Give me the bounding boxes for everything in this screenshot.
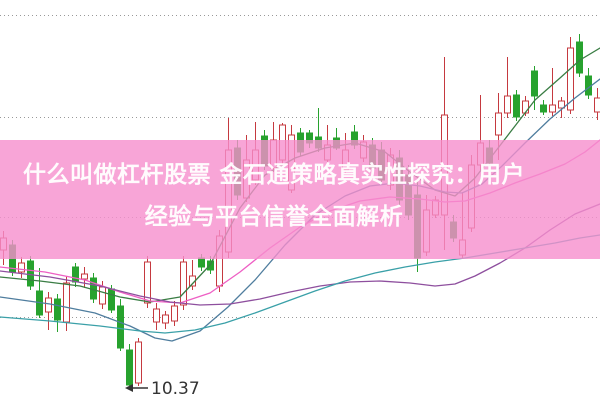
page-title: 什么叫做杠杆股票 金石通策略真实性探究：用户 经验与平台信誉全面解析	[0, 154, 600, 238]
title-banner: 什么叫做杠杆股票 金石通策略真实性探究：用户 经验与平台信誉全面解析	[0, 140, 600, 259]
low-price-label: 10.37	[151, 379, 200, 399]
page-title-line1: 什么叫做杠杆股票 金石通策略真实性探究：用户	[22, 162, 525, 188]
low-annotation: 10.37	[125, 379, 200, 399]
page-title-line2: 经验与平台信誉全面解析	[144, 204, 404, 230]
